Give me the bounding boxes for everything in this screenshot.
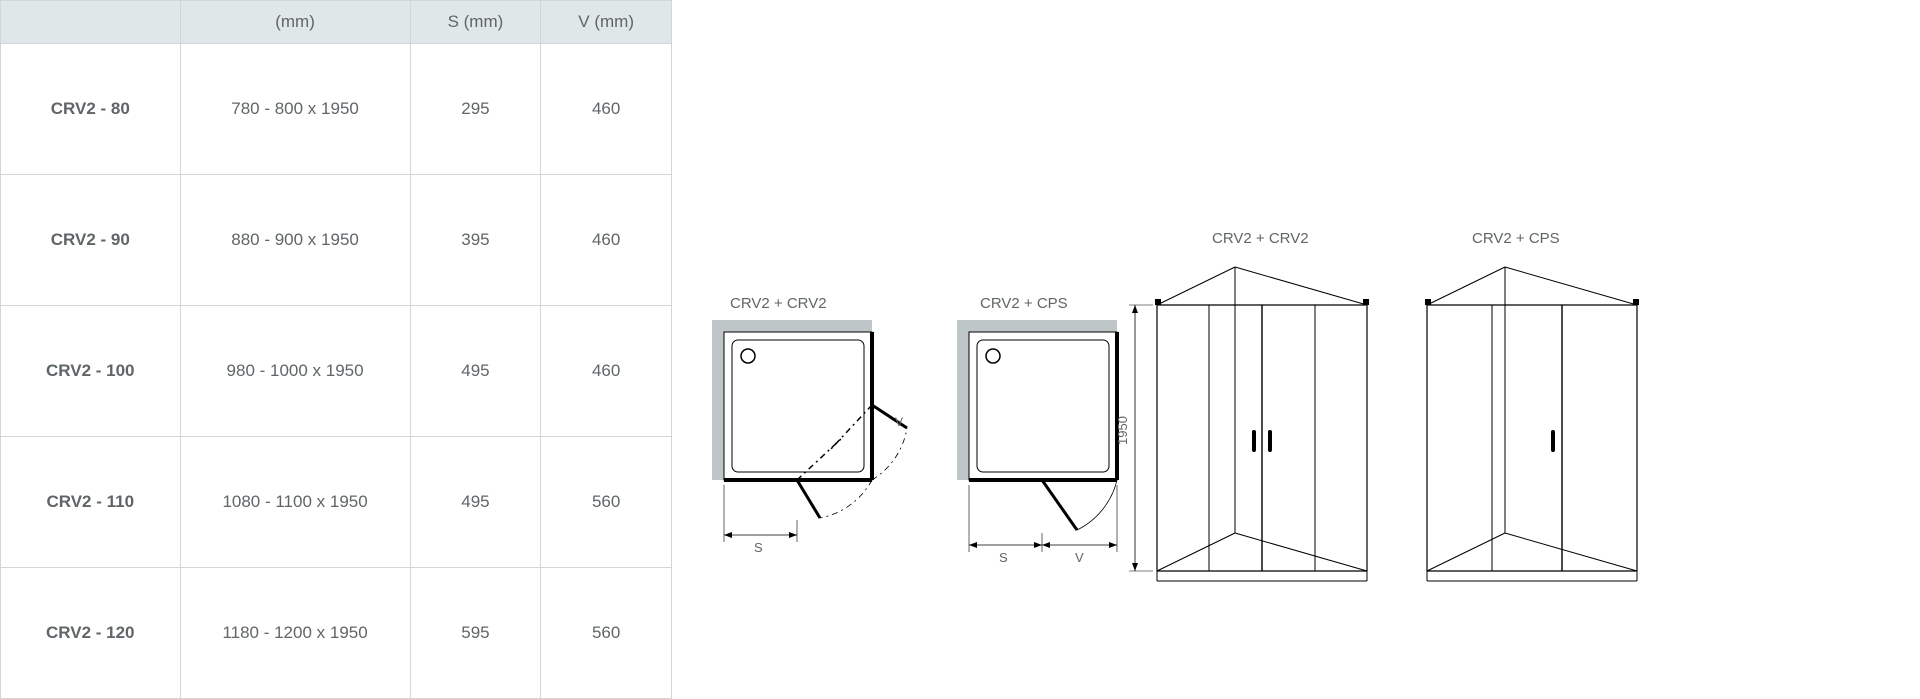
cell-model: CRV2 - 120	[1, 568, 181, 699]
svg-text:S: S	[999, 550, 1008, 565]
table-row: CRV2 - 90880 - 900 x 1950395460	[1, 175, 672, 306]
cell-v: 560	[541, 568, 672, 699]
cell-dim: 880 - 900 x 1950	[180, 175, 410, 306]
svg-text:V: V	[895, 415, 903, 429]
cell-model: CRV2 - 100	[1, 306, 181, 437]
cell-s: 595	[410, 568, 541, 699]
cell-dim: 1080 - 1100 x 1950	[180, 437, 410, 568]
header-v: V (mm)	[541, 1, 672, 44]
cell-dim: 980 - 1000 x 1950	[180, 306, 410, 437]
cell-dim: 780 - 800 x 1950	[180, 44, 410, 175]
header-dim: (mm)	[180, 1, 410, 44]
cell-v: 460	[541, 306, 672, 437]
cell-dim: 1180 - 1200 x 1950	[180, 568, 410, 699]
table-row: CRV2 - 100980 - 1000 x 1950495460	[1, 306, 672, 437]
cell-s: 495	[410, 306, 541, 437]
header-s: S (mm)	[410, 1, 541, 44]
cell-s: 295	[410, 44, 541, 175]
cell-model: CRV2 - 90	[1, 175, 181, 306]
header-empty	[1, 1, 181, 44]
diagrams-area: CRV2 + CRV2 V S CRV2 + CPS	[672, 0, 1920, 684]
table-row: CRV2 - 80780 - 800 x 1950295460	[1, 44, 672, 175]
perspective-crv2-crv2: 1950	[1117, 255, 1397, 605]
cell-v: 460	[541, 44, 672, 175]
cell-v: 460	[541, 175, 672, 306]
perspective-crv2-cps	[1407, 255, 1657, 605]
cell-model: CRV2 - 110	[1, 437, 181, 568]
cell-model: CRV2 - 80	[1, 44, 181, 175]
label-plan2: CRV2 + CPS	[980, 295, 1068, 312]
label-persp1: CRV2 + CRV2	[1212, 230, 1309, 247]
label-persp2: CRV2 + CPS	[1472, 230, 1560, 247]
label-plan1: CRV2 + CRV2	[730, 295, 827, 312]
plan-view-crv2-crv2: V S	[692, 320, 922, 600]
spec-table: (mm) S (mm) V (mm) CRV2 - 80780 - 800 x …	[0, 0, 672, 684]
cell-s: 395	[410, 175, 541, 306]
svg-text:1950: 1950	[1117, 416, 1130, 445]
table-row: CRV2 - 1101080 - 1100 x 1950495560	[1, 437, 672, 568]
table-header-row: (mm) S (mm) V (mm)	[1, 1, 672, 44]
svg-text:V: V	[1075, 550, 1084, 565]
svg-text:S: S	[754, 540, 763, 555]
cell-s: 495	[410, 437, 541, 568]
table-row: CRV2 - 1201180 - 1200 x 1950595560	[1, 568, 672, 699]
cell-v: 560	[541, 437, 672, 568]
